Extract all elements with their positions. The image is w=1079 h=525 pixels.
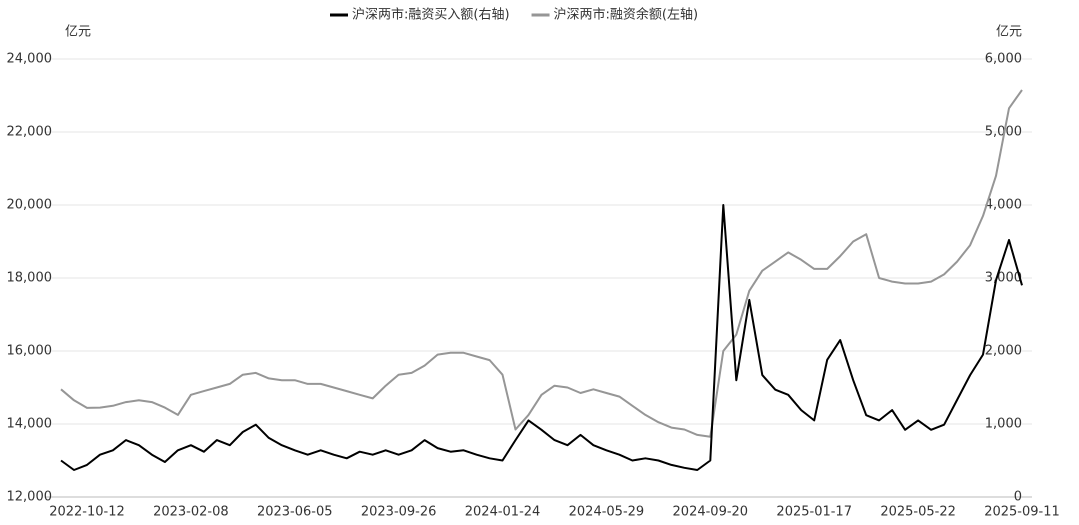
- y2-tick-label: 3,000: [985, 271, 1022, 286]
- y2-tick-label: 2,000: [985, 344, 1022, 359]
- series-line: [60, 89, 1023, 438]
- x-tick-label: 2025-01-17: [776, 505, 852, 520]
- y-tick-label: 18,000: [7, 271, 53, 286]
- x-tick-label: 2024-09-20: [673, 505, 749, 520]
- legend-label: 沪深两市:融资余额(左轴): [554, 7, 699, 23]
- y-axis-unit: 亿元: [65, 25, 91, 40]
- y2-axis-unit: 亿元: [996, 25, 1022, 40]
- series-line: [60, 204, 1023, 471]
- x-tick-label: 2023-02-08: [153, 505, 229, 520]
- y-tick-label: 14,000: [7, 417, 53, 432]
- y2-tick-label: 6,000: [985, 52, 1022, 67]
- x-tick-label: 2023-06-05: [257, 505, 333, 520]
- y-tick-label: 12,000: [7, 490, 53, 505]
- y-tick-label: 20,000: [7, 198, 53, 213]
- legend-label: 沪深两市:融资买入额(右轴): [352, 7, 510, 23]
- x-tick-label: 2024-05-29: [569, 505, 645, 520]
- y2-tick-label: 0: [1014, 490, 1022, 505]
- x-tick-label: 2024-01-24: [465, 505, 541, 520]
- y-tick-label: 22,000: [7, 125, 53, 140]
- y2-tick-label: 4,000: [985, 198, 1022, 213]
- x-tick-label: 2025-05-22: [880, 505, 956, 520]
- y-tick-label: 24,000: [7, 52, 53, 67]
- x-tick-label: 2023-09-26: [361, 505, 437, 520]
- y2-tick-label: 5,000: [985, 125, 1022, 140]
- y-tick-label: 16,000: [7, 344, 53, 359]
- x-tick-label: 2025-09-11: [984, 505, 1060, 520]
- y2-tick-label: 1,000: [985, 417, 1022, 432]
- x-tick-label: 2022-10-12: [49, 505, 125, 520]
